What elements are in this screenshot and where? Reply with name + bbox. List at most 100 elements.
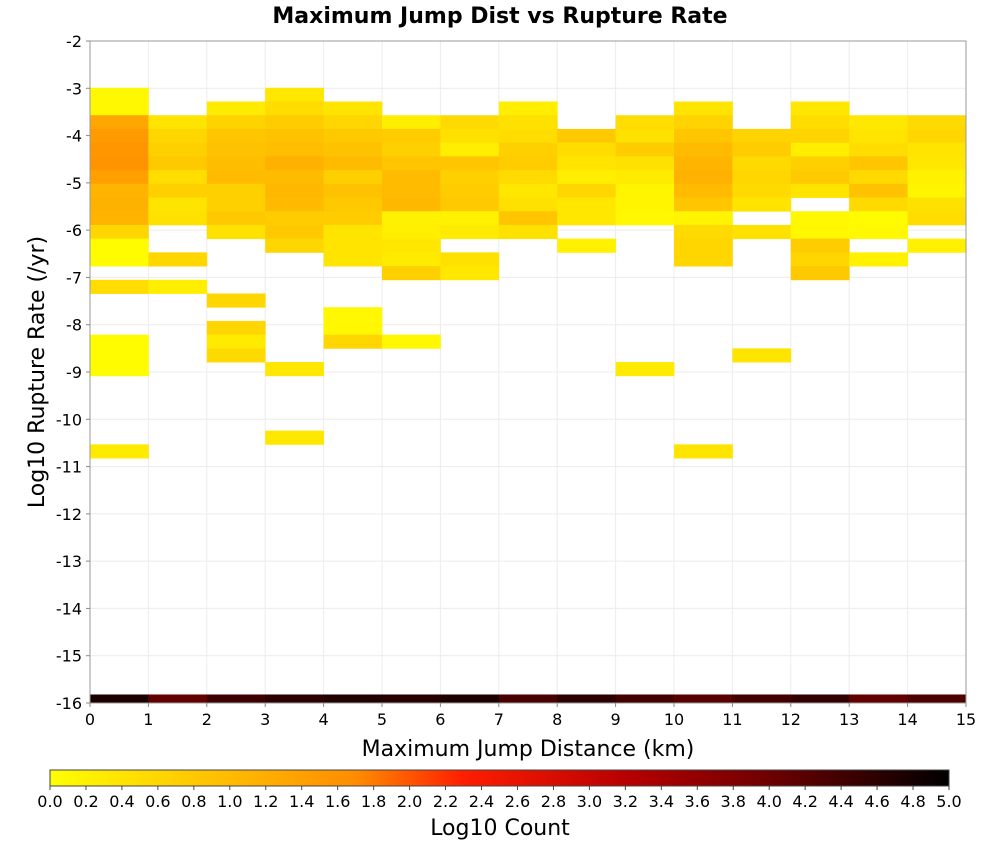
heatmap-cell [440,266,500,281]
colorbar-label: Log10 Count [430,816,570,841]
heatmap-cell-bottom [90,694,149,703]
heatmap-cell [323,156,383,171]
x-tick-label: 4 [319,710,329,729]
heatmap-cell [265,197,324,212]
colorbar-tick-label: 5.0 [936,792,961,811]
heatmap-cell [323,211,383,226]
x-tick-label: 11 [722,710,742,729]
colorbar-tick-label: 4.6 [864,792,889,811]
heatmap-cell [265,101,324,116]
colorbar-tick-label: 4.8 [900,792,925,811]
heatmap-cell [90,334,149,349]
heatmap-cell [732,348,792,363]
heatmap-cell [382,170,441,185]
heatmap-cell [674,115,733,130]
colorbar-tick-label: 1.8 [361,792,386,811]
heatmap-cell [323,334,383,349]
heatmap-cell-bottom [148,694,208,703]
heatmap-cell-bottom [323,694,383,703]
heatmap-cell [265,170,324,185]
heatmap-cell [674,156,733,171]
heatmap-cell [265,128,324,144]
heatmap-cell [732,224,792,240]
heatmap-cell [790,211,850,226]
heatmap-cell [265,430,324,445]
heatmap-cell [498,224,558,240]
heatmap-cell [265,211,324,226]
heatmap-cell [323,101,383,116]
heatmap-cell [382,142,441,157]
y-tick-label: -15 [56,647,82,666]
heatmap-cell [615,170,675,185]
heatmap-cell [148,211,208,226]
heatmap-cells [90,87,967,703]
heatmap-cell [498,101,558,116]
heatmap-cell [790,128,850,144]
heatmap-cell [323,115,383,130]
heatmap-cell [498,183,558,198]
heatmap-cell [557,142,616,157]
heatmap-cell [206,156,266,171]
heatmap-cell [498,170,558,185]
heatmap-cell [557,211,616,226]
heatmap-cell [440,183,500,198]
heatmap-cell-bottom [674,694,733,703]
x-tick-label: 2 [202,710,212,729]
heatmap-cell [907,211,967,226]
heatmap-cell [440,211,500,226]
heatmap-cell [148,115,208,130]
heatmap-cell [557,238,616,253]
heatmap-cell [498,156,558,171]
heatmap-cell-bottom [615,694,675,703]
heatmap-cell [323,238,383,253]
heatmap-cell [148,279,208,294]
heatmap-cell [323,142,383,157]
heatmap-cell [323,128,383,144]
colorbar-tick-label: 0.8 [181,792,206,811]
colorbar-tick-label: 4.4 [828,792,853,811]
y-tick-label: -11 [56,458,82,477]
heatmap-cell [849,156,908,171]
heatmap-cell [615,211,675,226]
heatmap-cell [732,170,792,185]
heatmap-cell [206,197,266,212]
heatmap-cell [498,211,558,226]
heatmap-cell [382,156,441,171]
heatmap-cell [148,156,208,171]
heatmap-cell [265,115,324,130]
heatmap-cell [90,142,149,157]
heatmap-cell [440,252,500,267]
colorbar-tick-label: 2.8 [541,792,566,811]
x-tick-label: 1 [143,710,153,729]
heatmap-cell [265,183,324,198]
heatmap-cell [90,279,149,294]
x-axis-ticks: 0 1 2 3 4 5 6 7 8 9 10 11 12 13 14 15 [85,703,976,729]
colorbar-tick-label: 4.0 [756,792,781,811]
colorbar-tick-label: 3.6 [685,792,710,811]
y-axis-ticks: -2 -3 -4 -5 -6 -7 -8 -9 -10 -11 -12 -13 -14 -15 -16 [56,32,90,713]
heatmap-cell-bottom [849,694,908,703]
heatmap-cell [790,252,850,267]
heatmap-cell [790,156,850,171]
heatmap-cell [907,170,967,185]
heatmap-cell [907,128,967,144]
heatmap-cell-bottom [907,694,967,703]
heatmap-cell [382,115,441,130]
colorbar-tick-label: 0.2 [73,792,98,811]
chart-title: Maximum Jump Dist vs Rupture Rate [272,4,727,29]
heatmap-cell [557,156,616,171]
heatmap-cell-bottom [440,694,500,703]
heatmap-cell [382,334,441,349]
heatmap-cell [790,142,850,157]
heatmap-cell [148,183,208,198]
y-tick-label: -14 [56,599,82,618]
heatmap-cell [90,238,149,253]
heatmap-cell [615,156,675,171]
heatmap-cell [732,183,792,198]
heatmap-cell [674,142,733,157]
heatmap-cell [265,238,324,253]
colorbar-tick-label: 0.6 [145,792,170,811]
x-axis-label: Maximum Jump Distance (km) [362,737,695,762]
heatmap-cell [382,183,441,198]
heatmap-cell [206,183,266,198]
